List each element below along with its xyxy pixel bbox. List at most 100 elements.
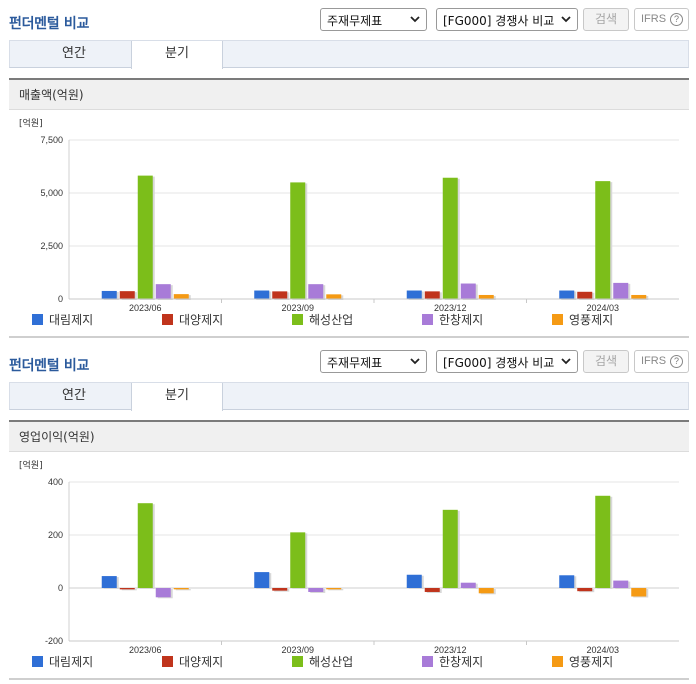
y-tick-label: 400 [48,477,63,487]
ifrs-label: IFRS [641,13,667,25]
x-tick-label: 2023/12 [434,303,467,313]
legend-swatch [292,314,303,325]
legend-item[interactable]: 대양제지 [162,312,223,328]
bar [406,574,422,588]
bar [406,290,422,299]
bar [442,509,458,588]
legend-item[interactable]: 한창제지 [422,654,483,670]
legend-swatch [422,656,433,667]
bar [308,588,324,592]
bar [478,294,494,299]
compare-select[interactable]: [FG000] 경쟁사 비교 [436,8,578,31]
operating-profit-chart-box: 영업이익(억원) [억원] -200 0 200 400 2023/06 2023/09 20… [9,420,689,680]
legend-item[interactable]: 해성산업 [292,312,353,328]
chart-legend: 대림제지 대양제지 해성산업 한창제지 영풍제지 [9,312,689,328]
compare-select[interactable]: [FG000] 경쟁사 비교 [436,350,578,373]
revenue-section: 펀더멘털 비교 주재무제표 [FG000] 경쟁사 비교 검색 IFRS ? 연… [0,0,696,340]
operating-profit-section: 펀더멘털 비교 주재무제표 [FG000] 경쟁사 비교 검색 IFRS ? 연… [0,342,696,684]
ifrs-button[interactable]: IFRS ? [634,350,689,373]
x-tick-label: 2023/09 [281,303,314,313]
legend-label: 한창제지 [439,313,484,327]
y-tick-label: 5,000 [40,188,63,198]
bar [559,575,575,588]
legend-label: 영풍제지 [569,655,614,669]
bar [613,580,629,588]
bar [460,283,476,299]
y-tick-label: 2,500 [40,241,63,251]
legend-swatch [162,314,173,325]
bar [119,291,135,299]
legend-item[interactable]: 대림제지 [32,312,93,328]
operating-profit-chart: [억원] -200 0 200 400 2023/06 2023/09 2023/12 2024… [19,459,679,655]
bar [613,282,629,299]
unit-label: [억원] [19,459,43,471]
bar [442,177,458,299]
bar-shadow [175,589,191,591]
revenue-chart-box: 매출액(억원) [억원] 0 2,500 5,000 7,500 2023/06 2023/… [9,78,689,338]
bar [137,175,153,299]
legend-label: 대림제지 [49,313,94,327]
bar [326,294,342,299]
bar [595,181,611,299]
legend-swatch [32,314,43,325]
legend-item[interactable]: 영풍제지 [552,654,613,670]
legend-item[interactable]: 영풍제지 [552,312,613,328]
legend-label: 한창제지 [439,655,484,669]
bar [272,291,288,299]
chevron-down-icon [410,16,420,23]
legend-label: 대림제지 [49,655,94,669]
unit-label: [억원] [19,117,43,129]
x-tick-label: 2024/03 [586,303,619,313]
legend-swatch [292,656,303,667]
y-tick-label: 7,500 [40,135,63,145]
bar [254,572,270,588]
bar [173,588,189,590]
bar [101,576,117,588]
bar [631,588,647,597]
y-tick-label: 0 [58,583,63,593]
bar [577,291,593,299]
legend-item[interactable]: 대양제지 [162,654,223,670]
bar [595,495,611,588]
legend-label: 해성산업 [309,313,354,327]
bar [119,588,135,590]
legend-label: 해성산업 [309,655,354,669]
legend-swatch [162,656,173,667]
chevron-down-icon [561,16,571,23]
legend-item[interactable]: 한창제지 [422,312,483,328]
bar [631,294,647,299]
statement-select[interactable]: 주재무제표 [320,350,427,373]
ifrs-button[interactable]: IFRS ? [634,8,689,31]
bar [424,588,440,592]
x-tick-label: 2024/03 [586,645,619,655]
compare-select-value: [FG000] 경쟁사 비교 [443,14,555,28]
search-button[interactable]: 검색 [583,8,629,31]
legend-label: 대양제지 [179,313,224,327]
help-icon: ? [670,355,683,368]
statement-select[interactable]: 주재무제표 [320,8,427,31]
tab-quarterly[interactable]: 분기 [131,41,223,69]
legend-item[interactable]: 대림제지 [32,654,93,670]
bar [254,290,270,299]
bar [308,284,324,299]
legend-swatch [32,656,43,667]
y-tick-label: 200 [48,530,63,540]
bar [155,284,171,299]
bar [272,588,288,591]
tab-annual[interactable]: 연간 [62,388,86,403]
chart-title: 매출액(억원) [9,80,689,110]
legend-swatch [552,314,563,325]
section-header: 펀더멘털 비교 주재무제표 [FG000] 경쟁사 비교 검색 IFRS ? [0,0,696,40]
legend-item[interactable]: 해성산업 [292,654,353,670]
bar [559,290,575,299]
help-icon: ? [670,13,683,26]
chart-title: 영업이익(억원) [9,422,689,452]
tab-quarterly[interactable]: 분기 [131,383,223,411]
tab-annual[interactable]: 연간 [62,46,86,61]
ifrs-label: IFRS [641,355,667,367]
bar-shadow [328,589,344,591]
bar [478,588,494,594]
search-button[interactable]: 검색 [583,350,629,373]
revenue-chart: [억원] 0 2,500 5,000 7,500 2023/06 2023/09 2023/1… [19,117,679,313]
section-title: 펀더멘털 비교 [9,358,90,374]
